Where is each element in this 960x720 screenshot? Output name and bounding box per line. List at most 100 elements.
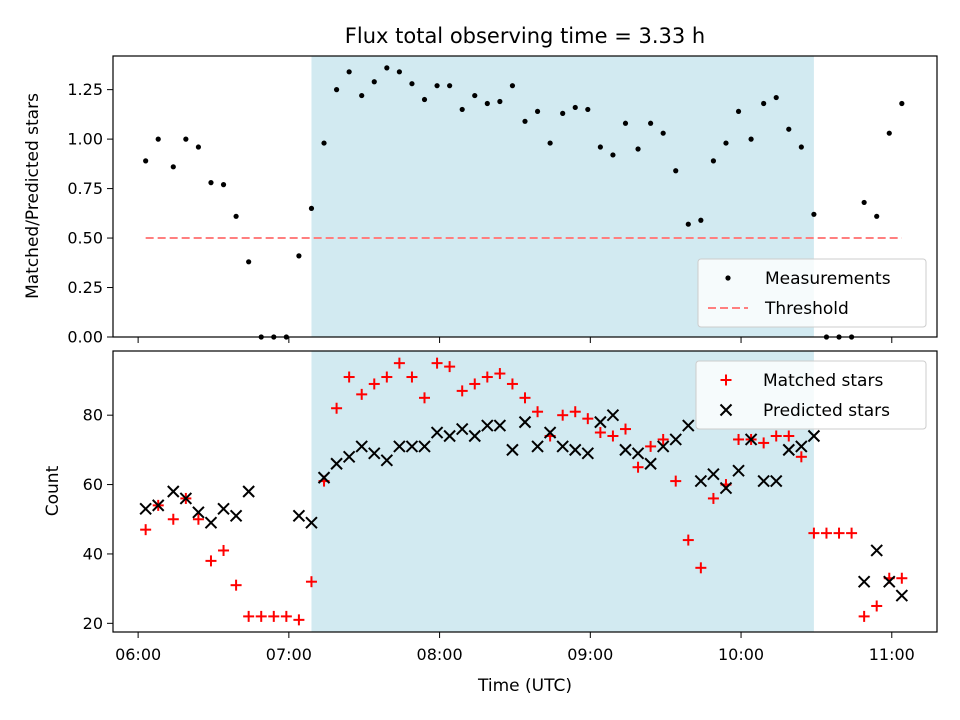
predicted-point bbox=[355, 440, 368, 453]
matched-point bbox=[707, 492, 719, 504]
matched-point bbox=[808, 527, 820, 539]
legend-matched-marker bbox=[720, 374, 732, 386]
matched-point bbox=[368, 378, 380, 390]
measurement-point bbox=[296, 253, 302, 259]
predicted-point bbox=[368, 447, 381, 460]
measurement-point bbox=[447, 83, 453, 89]
measurement-point bbox=[472, 92, 478, 99]
matched-point bbox=[858, 610, 870, 622]
matched-point bbox=[695, 562, 707, 574]
measurement-point bbox=[635, 146, 641, 152]
y-tick-label: 1.25 bbox=[67, 80, 103, 99]
measurement-point bbox=[384, 65, 390, 71]
x-tick-label: 07:00 bbox=[266, 645, 312, 664]
matched-point bbox=[733, 433, 745, 445]
matched-point bbox=[230, 579, 242, 591]
matched-point bbox=[381, 371, 393, 383]
predicted-point bbox=[518, 415, 532, 429]
matched-point bbox=[833, 527, 845, 539]
matched-point bbox=[594, 427, 606, 439]
matched-point bbox=[569, 406, 581, 418]
measurement-point bbox=[572, 104, 578, 111]
measurement-point bbox=[143, 158, 149, 164]
predicted-point bbox=[594, 415, 607, 429]
measurement-point bbox=[509, 83, 516, 89]
matched-point bbox=[494, 368, 506, 380]
legend-predicted-label: Predicted stars bbox=[763, 401, 890, 421]
matched-point bbox=[783, 430, 795, 442]
matched-point bbox=[506, 378, 518, 390]
measurement-point bbox=[208, 180, 214, 186]
predicted-point bbox=[707, 467, 720, 481]
x-axis-label: Time (UTC) bbox=[477, 676, 572, 696]
x-tick-label: 10:00 bbox=[718, 645, 764, 664]
predicted-point bbox=[167, 485, 180, 498]
measurement-point bbox=[333, 87, 340, 93]
predicted-point bbox=[506, 443, 519, 457]
matched-point bbox=[243, 610, 255, 622]
y-tick-label: 0.00 bbox=[67, 328, 103, 347]
measurement-point bbox=[522, 118, 528, 124]
matched-point bbox=[356, 388, 368, 400]
measurement-point bbox=[321, 140, 327, 146]
predicted-point bbox=[744, 433, 758, 446]
matched-point bbox=[419, 392, 431, 404]
matched-point bbox=[406, 371, 418, 383]
predicted-point bbox=[807, 429, 821, 443]
measurement-point bbox=[610, 152, 616, 158]
matched-point bbox=[871, 600, 883, 612]
matched-point bbox=[846, 527, 858, 539]
matched-point bbox=[255, 610, 267, 622]
legend-count: Matched stars Predicted stars bbox=[695, 360, 927, 430]
matched-point bbox=[682, 534, 694, 546]
predicted-point bbox=[883, 575, 896, 588]
predicted-point bbox=[795, 440, 808, 453]
predicted-point bbox=[543, 426, 557, 439]
measurement-point bbox=[698, 217, 704, 223]
predicted-point bbox=[644, 457, 657, 470]
measurement-point bbox=[195, 144, 202, 150]
measurement-point bbox=[484, 100, 490, 107]
matched-point bbox=[670, 475, 682, 487]
legend-count-box bbox=[695, 360, 927, 430]
legend-matched-label: Matched stars bbox=[763, 371, 883, 391]
measurement-point bbox=[459, 106, 465, 113]
panel-count-frame bbox=[112, 350, 938, 633]
x-tick-label: 06:00 bbox=[115, 645, 161, 664]
matched-point bbox=[469, 378, 481, 390]
predicted-point bbox=[217, 502, 230, 516]
measurement-point bbox=[396, 69, 402, 75]
panel-ratio: 0.00 0.25 0.50 0.75 1.00 1.25 Matched/Predict… bbox=[23, 55, 938, 347]
matched-point bbox=[431, 357, 443, 369]
matched-point bbox=[758, 437, 770, 449]
matched-point bbox=[280, 610, 292, 622]
legend-measurements-label: Measurements bbox=[765, 269, 891, 289]
measurement-point bbox=[899, 100, 905, 107]
predicted-point bbox=[152, 499, 165, 512]
measurement-point bbox=[220, 182, 227, 188]
matched-point bbox=[519, 392, 531, 404]
measurement-point bbox=[547, 140, 553, 146]
predicted-point bbox=[857, 575, 871, 588]
measurement-point bbox=[434, 83, 440, 89]
y-tick-label: 60 bbox=[83, 475, 103, 494]
matched-point bbox=[293, 614, 305, 626]
measurement-point bbox=[246, 259, 252, 265]
predicted-point bbox=[192, 506, 205, 519]
measurement-point bbox=[622, 120, 629, 126]
panel-count-ylabel: Count bbox=[43, 465, 63, 516]
predicted-point bbox=[606, 408, 620, 422]
matched-point bbox=[820, 527, 832, 539]
predicted-point bbox=[493, 419, 507, 432]
matched-point bbox=[619, 423, 631, 435]
predicted-point bbox=[380, 454, 394, 467]
x-tick-label: 08:00 bbox=[417, 645, 463, 664]
matched-point bbox=[481, 371, 493, 383]
measurement-point bbox=[886, 130, 892, 136]
predicted-point bbox=[631, 447, 645, 460]
measurement-point bbox=[673, 168, 679, 174]
measurement-point bbox=[798, 144, 804, 150]
matched-point bbox=[657, 433, 669, 445]
